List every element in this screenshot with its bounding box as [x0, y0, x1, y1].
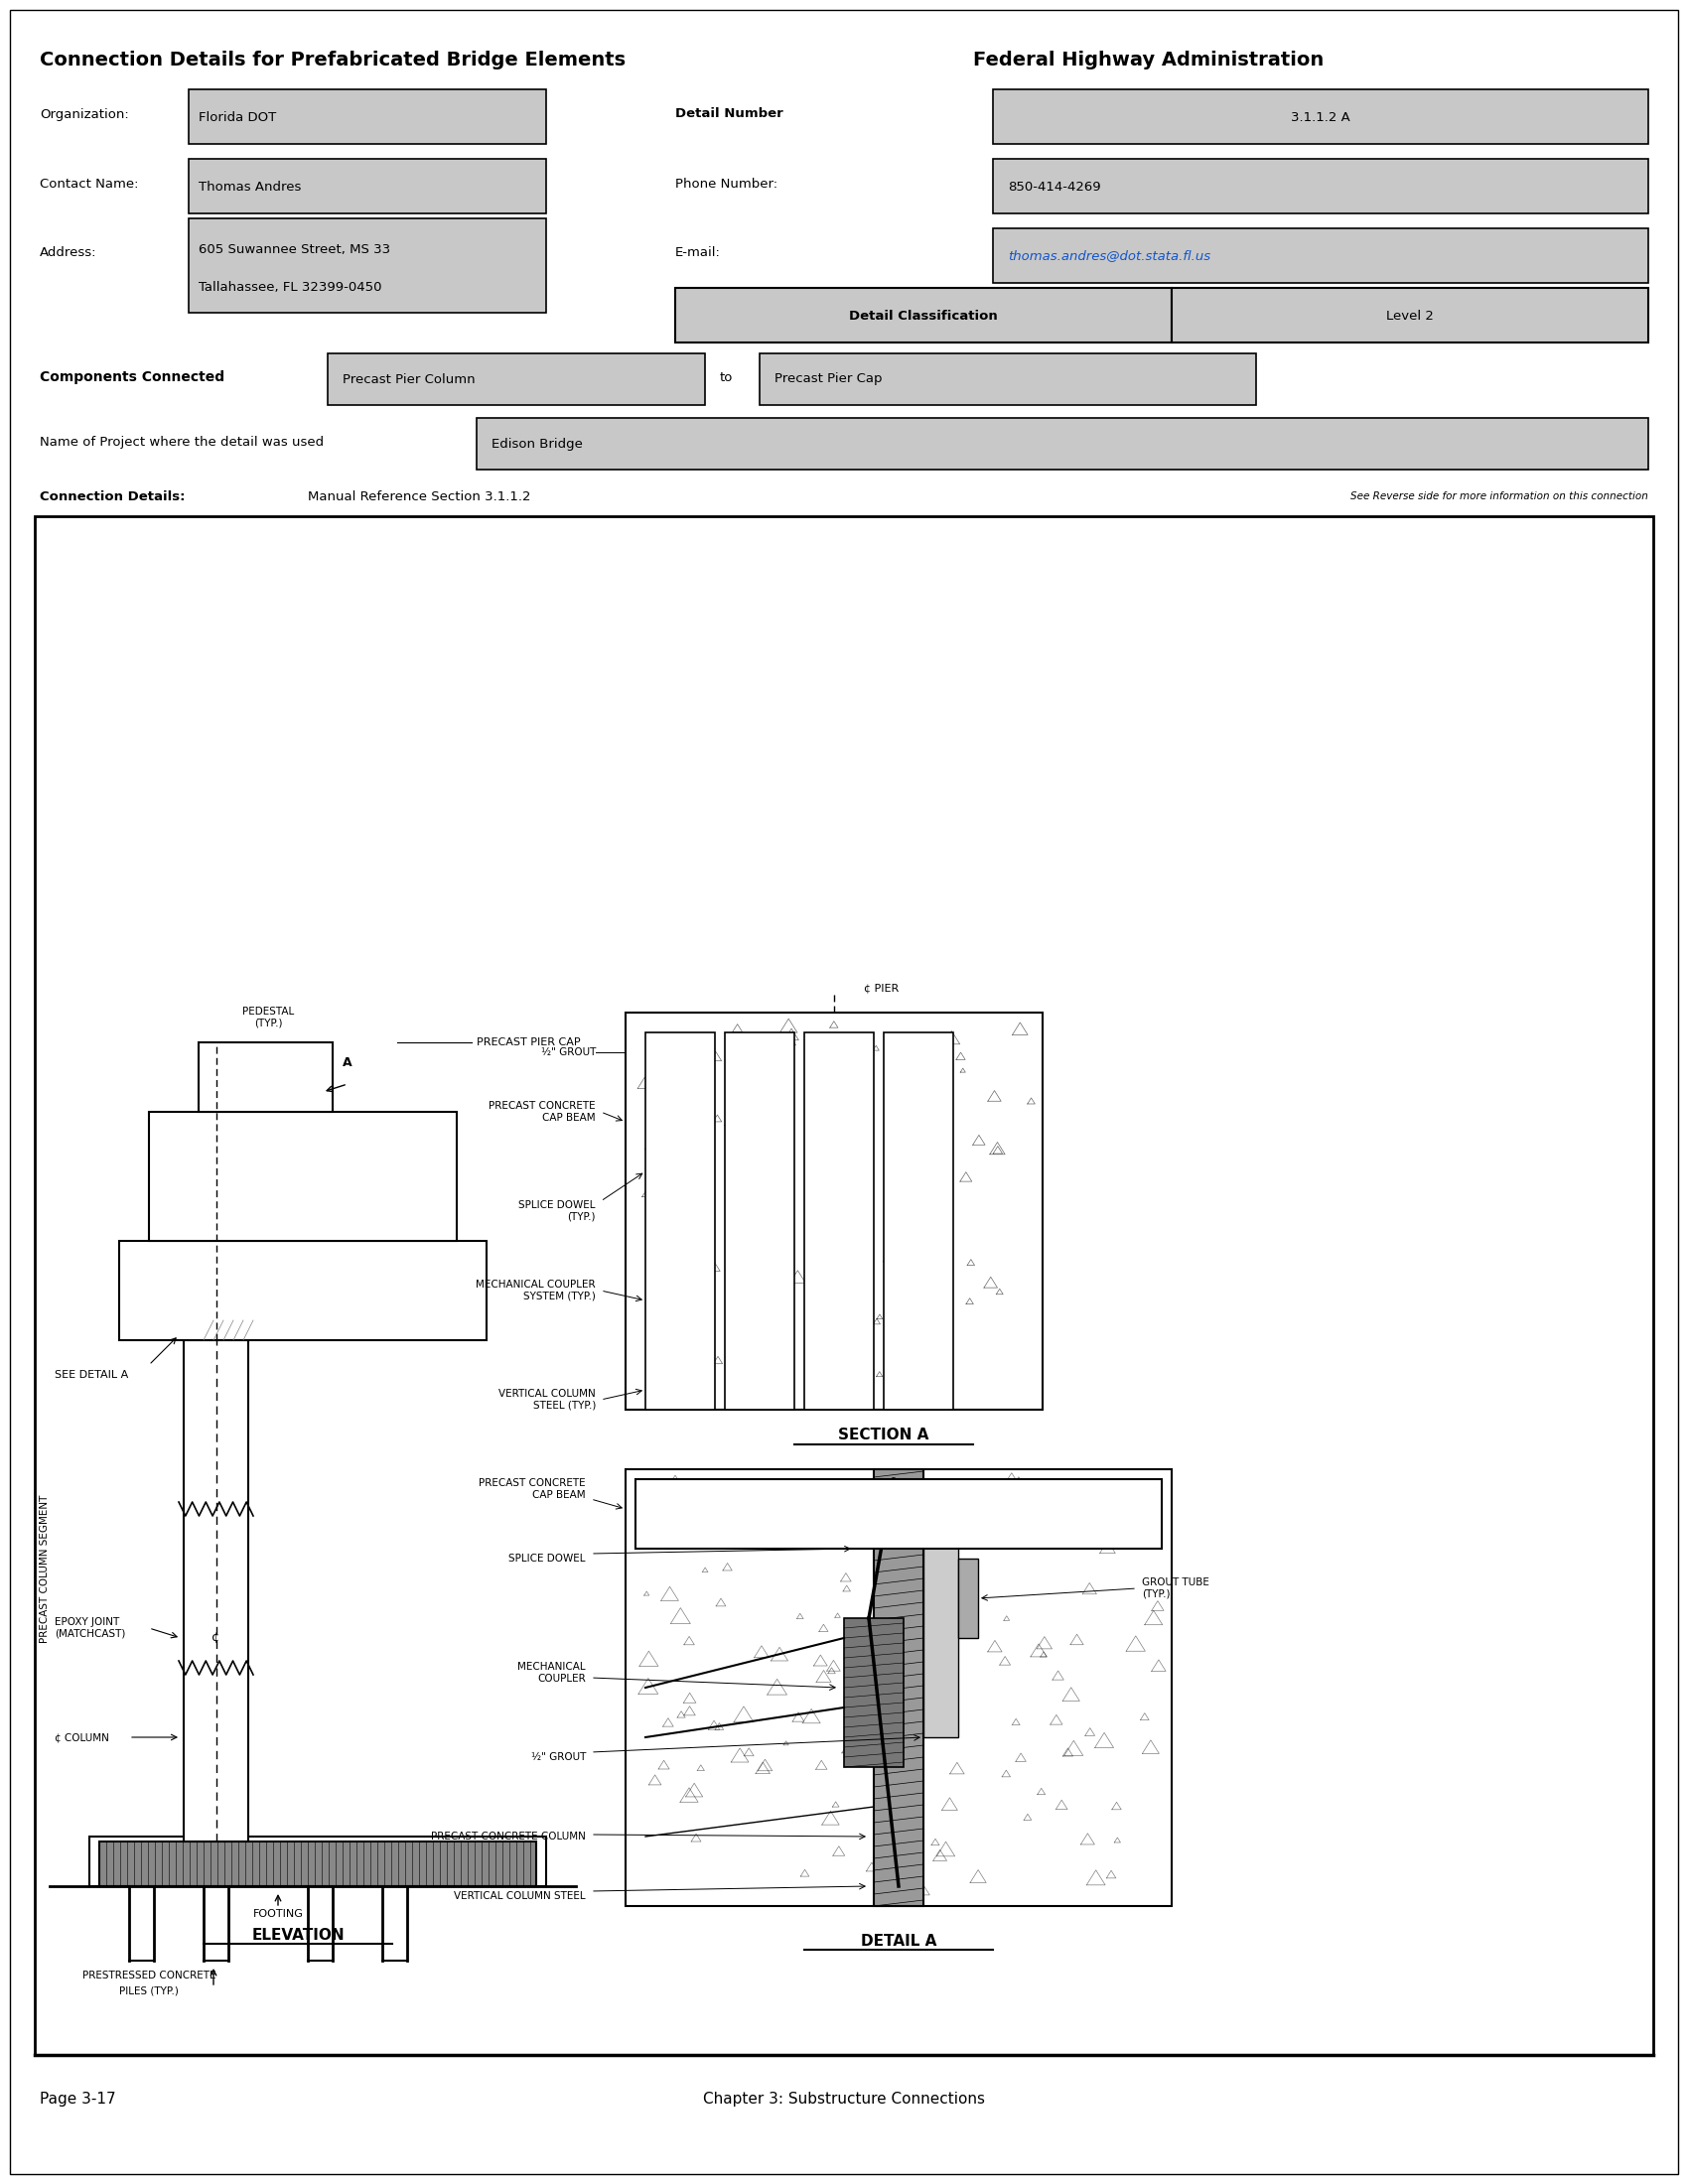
FancyBboxPatch shape [993, 90, 1647, 144]
FancyBboxPatch shape [645, 1033, 716, 1409]
Text: Tallahassee, FL 32399-0450: Tallahassee, FL 32399-0450 [199, 282, 381, 295]
FancyBboxPatch shape [753, 1042, 776, 1291]
FancyBboxPatch shape [189, 90, 547, 144]
FancyBboxPatch shape [827, 1271, 841, 1389]
FancyBboxPatch shape [901, 1042, 925, 1291]
Text: SPLICE DOWEL
(TYP.): SPLICE DOWEL (TYP.) [518, 1201, 596, 1221]
Text: PRESTRESSED CONCRETE: PRESTRESSED CONCRETE [83, 1970, 216, 1981]
Text: Florida DOT: Florida DOT [199, 111, 277, 124]
Text: Connection Details:: Connection Details: [41, 489, 186, 502]
Text: thomas.andres@dot.stata.fl.us: thomas.andres@dot.stata.fl.us [1008, 249, 1210, 262]
FancyBboxPatch shape [184, 1341, 248, 1841]
Text: Thomas Andres: Thomas Andres [199, 181, 300, 192]
Text: PRECAST PIER CAP: PRECAST PIER CAP [476, 1037, 581, 1048]
Text: 605 Suwannee Street, MS 33: 605 Suwannee Street, MS 33 [199, 245, 390, 258]
Text: Edison Bridge: Edison Bridge [491, 437, 582, 450]
Text: ½" GROUT: ½" GROUT [540, 1048, 596, 1057]
Text: PRECAST CONCRETE
CAP BEAM: PRECAST CONCRETE CAP BEAM [479, 1479, 586, 1500]
Text: Precast Pier Cap: Precast Pier Cap [775, 373, 883, 387]
Text: VERTICAL COLUMN
STEEL (TYP.): VERTICAL COLUMN STEEL (TYP.) [498, 1389, 596, 1411]
FancyBboxPatch shape [626, 1013, 1043, 1409]
Text: Detail Number: Detail Number [675, 107, 783, 120]
FancyBboxPatch shape [885, 1033, 954, 1409]
FancyBboxPatch shape [959, 1559, 977, 1638]
FancyBboxPatch shape [844, 1618, 903, 1767]
Text: EPOXY JOINT
(MATCHCAST): EPOXY JOINT (MATCHCAST) [54, 1618, 125, 1638]
FancyBboxPatch shape [874, 1470, 923, 1907]
FancyBboxPatch shape [993, 229, 1647, 284]
FancyBboxPatch shape [803, 1033, 874, 1409]
Text: E-mail:: E-mail: [675, 247, 721, 260]
Text: Page 3-17: Page 3-17 [41, 2092, 116, 2108]
FancyBboxPatch shape [327, 354, 706, 404]
FancyBboxPatch shape [906, 1271, 920, 1389]
FancyBboxPatch shape [189, 218, 547, 312]
Text: PILES (TYP.): PILES (TYP.) [120, 1985, 179, 1996]
Text: Components Connected: Components Connected [41, 371, 225, 384]
Text: PRECAST CONCRETE COLUMN: PRECAST CONCRETE COLUMN [430, 1832, 586, 1841]
FancyBboxPatch shape [724, 1033, 795, 1409]
Text: GROUT TUBE
(TYP.): GROUT TUBE (TYP.) [1141, 1577, 1209, 1599]
Text: ¢: ¢ [213, 1631, 219, 1645]
Text: SPLICE DOWEL: SPLICE DOWEL [508, 1553, 586, 1564]
Text: PRECAST COLUMN SEGMENT: PRECAST COLUMN SEGMENT [41, 1494, 49, 1642]
Text: Federal Highway Administration: Federal Highway Administration [972, 50, 1323, 70]
FancyBboxPatch shape [679, 1271, 692, 1389]
Text: MECHANICAL COUPLER
SYSTEM (TYP.): MECHANICAL COUPLER SYSTEM (TYP.) [476, 1280, 596, 1302]
FancyBboxPatch shape [476, 417, 1647, 470]
Text: Chapter 3: Substructure Connections: Chapter 3: Substructure Connections [702, 2092, 986, 2108]
Text: PRECAST CONCRETE
CAP BEAM: PRECAST CONCRETE CAP BEAM [490, 1101, 596, 1123]
Text: 850-414-4269: 850-414-4269 [1008, 181, 1101, 192]
Text: to: to [719, 371, 733, 384]
Text: 3.1.1.2 A: 3.1.1.2 A [1291, 111, 1350, 124]
Text: FOOTING: FOOTING [253, 1909, 304, 1920]
FancyBboxPatch shape [635, 1479, 1161, 1548]
Text: A: A [343, 1055, 353, 1068]
FancyBboxPatch shape [189, 159, 547, 214]
Text: DETAIL A: DETAIL A [861, 1933, 937, 1948]
FancyBboxPatch shape [199, 1042, 333, 1112]
Text: MECHANICAL
COUPLER: MECHANICAL COUPLER [518, 1662, 586, 1684]
FancyBboxPatch shape [675, 288, 1171, 343]
FancyBboxPatch shape [120, 1241, 486, 1341]
FancyBboxPatch shape [674, 1042, 697, 1291]
FancyBboxPatch shape [760, 354, 1256, 404]
Text: Manual Reference Section 3.1.1.2: Manual Reference Section 3.1.1.2 [307, 489, 530, 502]
Text: SEE DETAIL A: SEE DETAIL A [54, 1369, 128, 1380]
Text: Address:: Address: [41, 247, 96, 260]
Text: SECTION A: SECTION A [839, 1426, 928, 1441]
FancyBboxPatch shape [626, 1470, 1171, 1907]
Text: PEDESTAL
(TYP.): PEDESTAL (TYP.) [241, 1007, 294, 1029]
Text: Connection Details for Prefabricated Bridge Elements: Connection Details for Prefabricated Bri… [41, 50, 626, 70]
Text: ¢ COLUMN: ¢ COLUMN [54, 1732, 110, 1743]
Text: See Reverse side for more information on this connection: See Reverse side for more information on… [1350, 491, 1647, 502]
Text: ½" GROUT: ½" GROUT [530, 1752, 586, 1762]
FancyBboxPatch shape [100, 1841, 537, 1887]
FancyBboxPatch shape [149, 1112, 457, 1241]
Text: Contact Name:: Contact Name: [41, 177, 138, 190]
FancyBboxPatch shape [35, 515, 1653, 2055]
Text: VERTICAL COLUMN STEEL: VERTICAL COLUMN STEEL [454, 1891, 586, 1900]
FancyBboxPatch shape [822, 1042, 846, 1291]
FancyBboxPatch shape [1171, 288, 1647, 343]
Text: ELEVATION: ELEVATION [252, 1928, 344, 1944]
Text: Level 2: Level 2 [1386, 310, 1433, 321]
FancyBboxPatch shape [923, 1518, 959, 1736]
Text: ¢ PIER: ¢ PIER [864, 983, 898, 994]
Text: Organization:: Organization: [41, 107, 128, 120]
FancyBboxPatch shape [993, 159, 1647, 214]
Text: Name of Project where the detail was used: Name of Project where the detail was use… [41, 435, 324, 448]
FancyBboxPatch shape [758, 1271, 771, 1389]
Text: Precast Pier Column: Precast Pier Column [343, 373, 476, 387]
Text: Detail Classification: Detail Classification [849, 310, 998, 321]
Text: Phone Number:: Phone Number: [675, 177, 778, 190]
